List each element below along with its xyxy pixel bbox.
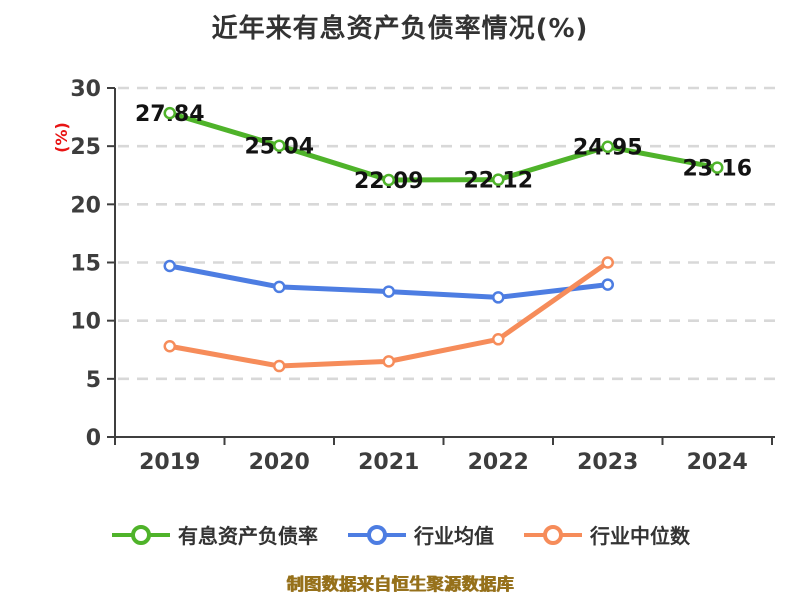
data-point-marker [492, 333, 505, 346]
y-tick-label: 15 [70, 252, 101, 277]
data-source-note: 制图数据来自恒生聚源数据库 [286, 575, 514, 595]
data-point-marker [492, 173, 505, 186]
chart-title: 近年来有息资产负债率情况(%) [211, 14, 589, 44]
series-line [167, 110, 720, 183]
data-point-marker [601, 278, 614, 291]
y-tick-label: 10 [70, 310, 101, 335]
legend-item-debt-ratio: 有息资产负债率 [110, 520, 318, 549]
data-point-marker [163, 106, 176, 120]
x-tick-label: 2019 [139, 450, 200, 475]
legend-label-industry-mean: 行业均值 [414, 524, 494, 548]
legend-item-industry-median: 行业中位数 [522, 520, 690, 549]
legend: 有息资产负债率 行业均值 行业中位数 [0, 520, 800, 549]
legend-label-debt-ratio: 有息资产负债率 [178, 524, 318, 548]
legend-marker-industry-mean-icon [348, 524, 406, 545]
y-tick-label: 5 [86, 368, 101, 393]
data-point-marker [601, 140, 614, 153]
y-tick-label: 0 [86, 426, 101, 451]
data-point-marker [382, 285, 395, 298]
data-point-marker [382, 355, 395, 368]
data-point-marker [273, 359, 286, 373]
x-tick-label: 2024 [687, 450, 748, 475]
x-tick-label: 2020 [249, 450, 310, 475]
data-point-marker [273, 280, 286, 294]
legend-item-industry-mean: 行业均值 [346, 520, 494, 549]
data-point-marker [601, 256, 614, 269]
x-tick-label: 2023 [577, 450, 638, 475]
data-point-marker [382, 173, 395, 187]
y-tick-label: 20 [70, 193, 101, 218]
data-point-marker [711, 161, 724, 174]
y-tick-label: 25 [70, 135, 101, 160]
data-point-marker [163, 340, 176, 353]
legend-label-industry-median: 行业中位数 [590, 524, 690, 548]
data-point-marker [492, 291, 505, 304]
legend-marker-debt-ratio-icon [112, 524, 170, 545]
data-point-marker [163, 259, 176, 273]
x-tick-label: 2022 [468, 450, 529, 475]
data-point-marker [273, 139, 286, 152]
y-tick-label: 30 [70, 77, 101, 102]
legend-marker-industry-median-icon [524, 524, 582, 545]
x-tick-label: 2021 [358, 450, 419, 475]
